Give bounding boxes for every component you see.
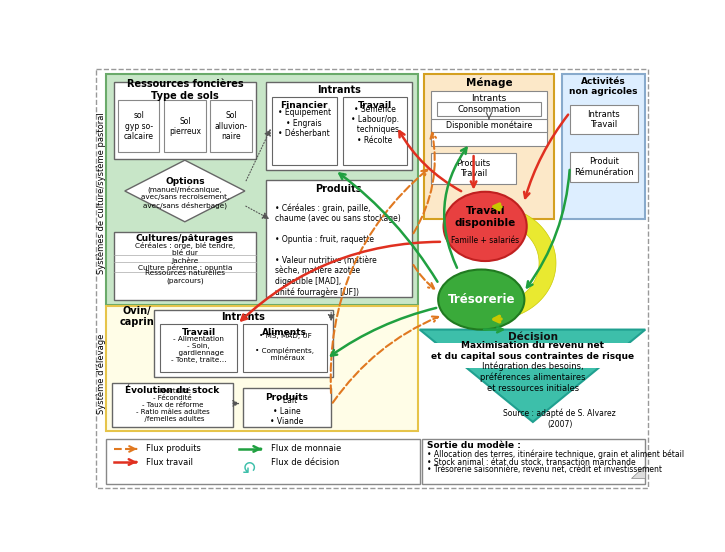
Text: Ressources foncières
Type de sols: Ressources foncières Type de sols (127, 79, 243, 101)
Text: Flux de monnaie: Flux de monnaie (271, 444, 341, 453)
Bar (431, 153, 516, 184)
Text: Jachère: Jachère (171, 257, 199, 264)
Text: Disponible monétaire: Disponible monétaire (446, 121, 532, 130)
Bar (343, 97, 407, 165)
Bar (431, 119, 547, 132)
Text: Flux produits: Flux produits (146, 444, 202, 453)
Text: Systèmes de culture/système pastoral: Systèmes de culture/système pastoral (96, 113, 106, 274)
Text: • Stock animal : état du stock, transaction marchande: • Stock animal : état du stock, transact… (426, 458, 635, 466)
Text: Consommation: Consommation (457, 105, 521, 114)
Text: Intrants: Intrants (221, 312, 265, 322)
Text: Sol
alluvion-
naire: Sol alluvion- naire (215, 112, 248, 141)
Text: Options: Options (165, 177, 204, 186)
Text: Travail
disponible: Travail disponible (455, 206, 515, 228)
Text: Céréales : orge, blé tendre,
blé dur: Céréales : orge, blé tendre, blé dur (135, 242, 235, 256)
Polygon shape (125, 160, 245, 222)
Ellipse shape (438, 269, 524, 330)
Text: (manuel/mécanique,
avec/sans recroisement,
avec/sans désherbage): (manuel/mécanique, avec/sans recroisemen… (141, 185, 229, 209)
Bar (272, 97, 337, 165)
Ellipse shape (444, 192, 527, 261)
Text: Sortie du modèle :: Sortie du modèle : (426, 442, 521, 450)
Text: Ovin/
caprin: Ovin/ caprin (120, 306, 154, 327)
Text: - Alimentation
- Soin,
  gardiennage
- Tonte, traite…: - Alimentation - Soin, gardiennage - Ton… (171, 336, 226, 363)
Bar (570, 105, 637, 134)
Text: Intrants
Travail: Intrants Travail (587, 110, 620, 129)
Bar (160, 324, 237, 372)
Bar (107, 439, 420, 484)
Text: • Semence
• Labour/op.
  techniques
• Récolte: • Semence • Labour/op. techniques • Réco… (351, 105, 399, 145)
Text: Travail: Travail (358, 101, 392, 110)
Text: Système d'élevage: Système d'élevage (96, 334, 106, 415)
Bar (154, 310, 333, 378)
Bar (114, 232, 257, 300)
Text: • Trésorerie saisonnière, revenu net, crédit et investissement: • Trésorerie saisonnière, revenu net, cr… (426, 465, 662, 474)
Text: Produits: Produits (265, 393, 308, 402)
Text: Famille + salariés: Famille + salariés (451, 236, 519, 245)
Text: • Lait
• Laine
• Viande: • Lait • Laine • Viande (270, 396, 303, 426)
Text: Sol
pierreux: Sol pierreux (169, 116, 201, 136)
Bar (423, 74, 555, 219)
Bar (107, 74, 418, 305)
Text: sol
gyp so-
calcaire: sol gyp so- calcaire (124, 112, 154, 141)
Text: Produits: Produits (315, 184, 362, 194)
Text: Travail: Travail (182, 328, 216, 337)
Text: • Allocation des terres, itinéraire technique, grain et aliment bétail: • Allocation des terres, itinéraire tech… (426, 449, 684, 459)
Text: - Mortalité
- Fécondité
- Taux de réforme
- Ratio mâles adultes
  /femelles adul: - Mortalité - Fécondité - Taux de réform… (136, 388, 210, 422)
Text: • Céréales : grain, paille,
chaume (avec ou sans stockage)

• Opuntia : fruit, r: • Céréales : grain, paille, chaume (avec… (275, 203, 401, 296)
Text: Intrants: Intrants (317, 85, 361, 95)
Text: Flux travail: Flux travail (146, 458, 194, 466)
Text: Activités
non agricoles: Activités non agricoles (569, 77, 638, 96)
Text: Trésorerie: Trésorerie (447, 293, 515, 306)
Text: ↺: ↺ (239, 454, 254, 473)
Bar (243, 388, 331, 427)
Bar (118, 100, 160, 152)
Text: • MS, MAD, UF

• Compléments,
  minéraux: • MS, MAD, UF • Compléments, minéraux (255, 333, 315, 362)
Text: Financier: Financier (281, 101, 328, 110)
Bar (265, 82, 412, 170)
Text: Intrants: Intrants (471, 94, 507, 103)
Bar (244, 324, 326, 372)
Bar (107, 306, 418, 431)
Bar (437, 103, 541, 116)
Bar (570, 152, 637, 182)
Text: Cultures/pâturages: Cultures/pâturages (136, 234, 234, 243)
Bar (114, 82, 257, 158)
Bar (210, 100, 252, 152)
Text: Maximisation du revenu net
et du capital sous contraintes de risque: Maximisation du revenu net et du capital… (431, 342, 634, 361)
Bar (422, 439, 645, 484)
Text: Aliments: Aliments (262, 328, 307, 337)
Text: Flux de décision: Flux de décision (271, 458, 339, 466)
Text: Ménage: Ménage (465, 78, 513, 88)
Bar (265, 180, 412, 297)
Text: • Équipement
• Engrais
• Désherbant: • Équipement • Engrais • Désherbant (278, 107, 331, 138)
Text: Culture pérenne : opuntia: Culture pérenne : opuntia (138, 264, 232, 270)
Text: Source : adapté de S. Alvarez
(2007): Source : adapté de S. Alvarez (2007) (503, 409, 616, 429)
Polygon shape (631, 465, 645, 478)
Text: Produit
Rémunération: Produit Rémunération (574, 157, 634, 177)
Bar (112, 384, 233, 427)
Polygon shape (420, 330, 645, 422)
Text: Évolution du stock: Évolution du stock (125, 386, 220, 395)
Bar (431, 343, 634, 368)
Text: Décision: Décision (508, 332, 558, 342)
Bar (431, 91, 547, 146)
Text: Intégration des besoins,
préférences alimentaires
et ressources initiales: Intégration des besoins, préférences ali… (480, 362, 586, 393)
Bar (562, 74, 645, 219)
Text: Produits
Travail: Produits Travail (457, 159, 491, 178)
Text: Ressources naturelles
(parcours): Ressources naturelles (parcours) (145, 270, 225, 284)
Polygon shape (501, 207, 556, 319)
Bar (164, 100, 206, 152)
